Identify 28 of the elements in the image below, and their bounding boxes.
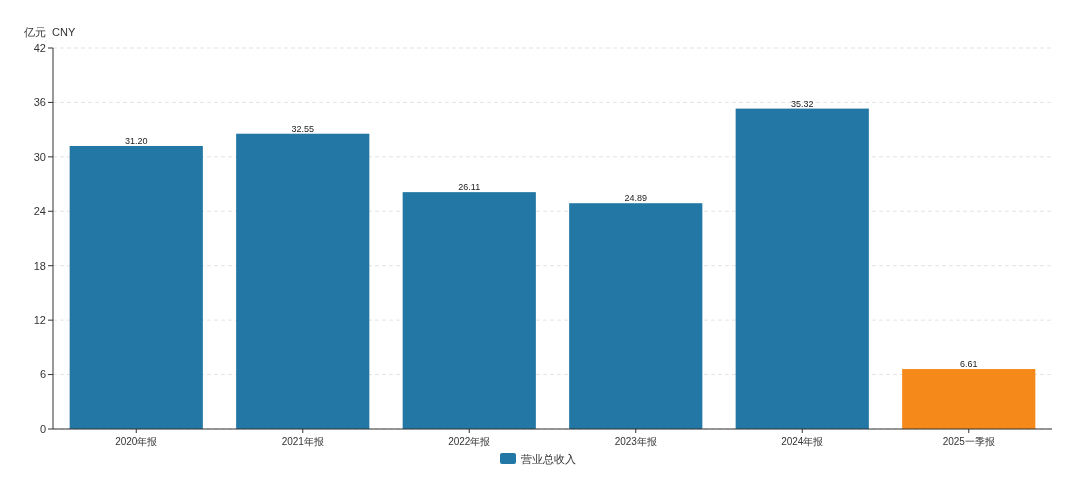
x-tick-label: 2020年报 (115, 436, 158, 447)
bar (569, 203, 703, 429)
y-tick-label: 0 (39, 422, 46, 435)
bar (902, 369, 1036, 429)
data-label: 24.89 (624, 193, 648, 204)
bar (735, 108, 869, 429)
y-tick-label: 36 (33, 96, 46, 109)
y-tick-label: 42 (33, 41, 46, 54)
x-tick-label: 2025一季报 (942, 436, 995, 447)
y-tick-label: 6 (39, 368, 46, 381)
data-label: 35.32 (790, 98, 814, 109)
legend-label: 营业总收入 (521, 452, 576, 465)
data-label: 26.11 (458, 182, 481, 193)
data-label: 31.20 (124, 135, 148, 146)
x-tick-label: 2023年报 (614, 436, 657, 447)
bar (236, 133, 370, 429)
data-label: 32.55 (291, 123, 315, 134)
y-tick-label: 12 (33, 313, 46, 326)
x-tick-label: 2022年报 (448, 436, 491, 447)
y-tick-label: 18 (33, 259, 46, 272)
y-tick-label: 24 (33, 205, 46, 218)
bar (69, 145, 203, 429)
x-tick-label: 2024年报 (781, 436, 824, 447)
y-tick-label: 30 (33, 150, 46, 163)
data-label: 6.61 (959, 359, 978, 370)
x-tick-label: 2021年报 (281, 436, 324, 447)
y-axis-title: 亿元 CNY (23, 26, 76, 38)
bar (402, 192, 536, 429)
